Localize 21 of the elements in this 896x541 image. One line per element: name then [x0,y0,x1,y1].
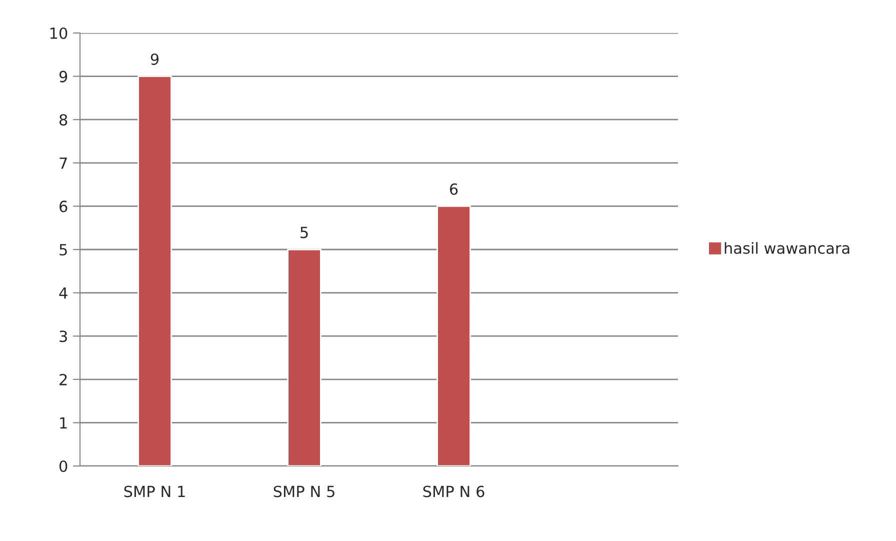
y-tick-label: 4 [59,287,68,299]
x-tick-label: SMP N 6 [423,486,484,498]
y-tick-label: 9 [59,70,68,82]
legend-label: hasil wawancara [724,242,850,254]
y-tick-label: 2 [60,374,67,386]
x-tick-label: SMP N 5 [274,486,334,498]
y-tick-label: 8 [60,114,68,126]
y-tick-label: 6 [60,200,68,212]
data-label: 5 [300,226,308,238]
x-tick-label: SMP N 1 [124,486,185,498]
y-tick-label: 7 [60,158,67,169]
y-tick-label: 3 [60,330,67,342]
bar [138,76,172,466]
y-tick-label: 0 [59,460,68,472]
bar [436,206,471,466]
y-tick-label: 5 [60,244,67,256]
y-tick-label: 10 [50,27,68,40]
bar [287,248,322,466]
y-tick-label: 1 [60,417,67,429]
data-label: 9 [150,53,159,66]
data-label: 6 [450,183,458,195]
